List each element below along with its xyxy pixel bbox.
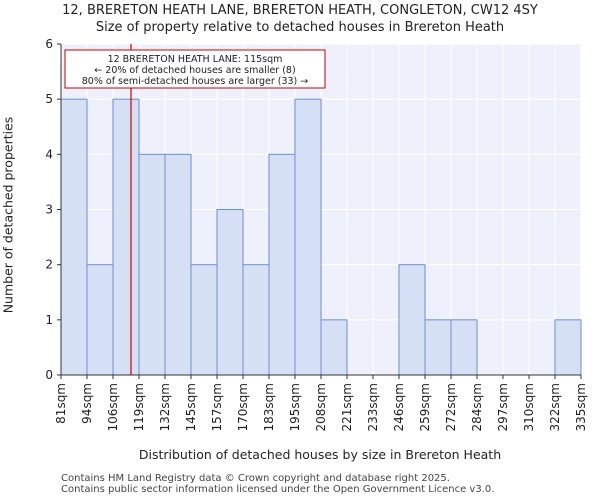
bar (216, 209, 244, 376)
bar (320, 319, 348, 376)
x-tick-label: 310sqm (522, 383, 536, 431)
bar (60, 98, 88, 376)
x-tick-label: 272sqm (444, 383, 458, 431)
bar (450, 319, 478, 376)
bar (242, 264, 270, 376)
y-tick-label: 6 (45, 37, 53, 51)
bar (112, 98, 140, 376)
y-tick-label: 1 (45, 313, 53, 327)
y-tick-label: 0 (45, 368, 53, 382)
x-tick-label: 335sqm (574, 383, 588, 431)
bar (138, 153, 166, 376)
footer-line-1: Contains HM Land Registry data © Crown c… (61, 473, 450, 484)
x-tick-label: 170sqm (236, 383, 250, 431)
x-tick-label: 208sqm (314, 383, 328, 431)
y-tick-label: 2 (45, 258, 53, 272)
y-axis-label: Number of detached properties (0, 116, 16, 314)
bar (164, 153, 192, 376)
bar (398, 264, 426, 376)
chart-subtitle: Size of property relative to detached ho… (95, 20, 505, 35)
x-tick-label: 119sqm (132, 383, 146, 431)
annotation-line: 80% of semi-detached houses are larger (… (82, 76, 309, 87)
x-tick-label: 132sqm (158, 383, 172, 431)
x-tick-label: 195sqm (288, 383, 302, 431)
bar (554, 319, 582, 376)
footer-line-2: Contains public sector information licen… (61, 484, 495, 495)
x-axis-label: Distribution of detached houses by size … (138, 447, 502, 462)
y-tick-label: 5 (45, 92, 53, 106)
annotation-line: 12 BRERETON HEATH LANE: 115sqm (108, 54, 283, 65)
x-tick-label: 233sqm (366, 383, 380, 431)
x-tick-label: 322sqm (548, 383, 562, 431)
x-tick-label: 81sqm (54, 383, 68, 424)
x-tick-label: 259sqm (418, 383, 432, 431)
x-tick-label: 145sqm (184, 383, 198, 431)
chart-title: 12, BRERETON HEATH LANE, BRERETON HEATH,… (62, 3, 538, 18)
x-tick-label: 246sqm (392, 383, 406, 431)
x-tick-label: 297sqm (496, 383, 510, 431)
x-tick-label: 106sqm (106, 383, 120, 431)
x-tick-label: 157sqm (210, 383, 224, 431)
annotation-box: 12 BRERETON HEATH LANE: 115sqm← 20% of d… (64, 49, 326, 89)
bar (294, 98, 322, 376)
bar (424, 319, 452, 376)
y-tick-label: 4 (45, 147, 53, 161)
y-tick-label: 3 (45, 203, 53, 217)
x-tick-label: 221sqm (340, 383, 354, 431)
bar-layer (60, 98, 582, 376)
x-tick-label: 183sqm (262, 383, 276, 431)
bar (268, 153, 296, 376)
bar (86, 264, 114, 376)
bar (190, 264, 218, 376)
annotation-line: ← 20% of detached houses are smaller (8) (94, 65, 295, 76)
axis-layer: 0 1 2 3 4 5 6 81sqm 94sqm 106sqm 119sqm 132sqm 145sq… (45, 37, 588, 431)
x-tick-label: 284sqm (470, 383, 484, 431)
x-tick-label: 94sqm (80, 383, 94, 424)
annotation-frame (64, 49, 326, 89)
